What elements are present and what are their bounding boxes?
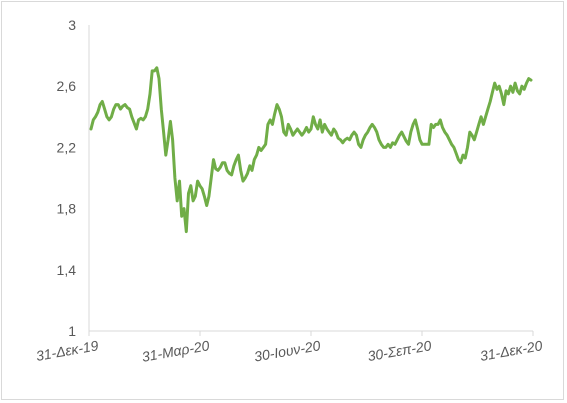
y-tick-label: 1,4 bbox=[57, 262, 77, 278]
x-tick-label: 31-Μαρ-20 bbox=[141, 337, 211, 365]
y-tick-label: 1 bbox=[68, 323, 76, 339]
x-tick-label: 30-Σεπ-20 bbox=[366, 337, 432, 364]
x-tick-label: 31-Δεκ-20 bbox=[479, 337, 544, 364]
series-line bbox=[89, 66, 533, 234]
y-tick-label: 1,8 bbox=[57, 201, 77, 217]
x-tick-label: 31-Δεκ-19 bbox=[35, 337, 100, 364]
y-tick-label: 3 bbox=[68, 17, 76, 33]
y-tick-label: 2,2 bbox=[57, 139, 77, 155]
y-tick-label: 2,6 bbox=[57, 78, 77, 94]
x-tick-label: 30-Ιουν-20 bbox=[253, 337, 322, 364]
